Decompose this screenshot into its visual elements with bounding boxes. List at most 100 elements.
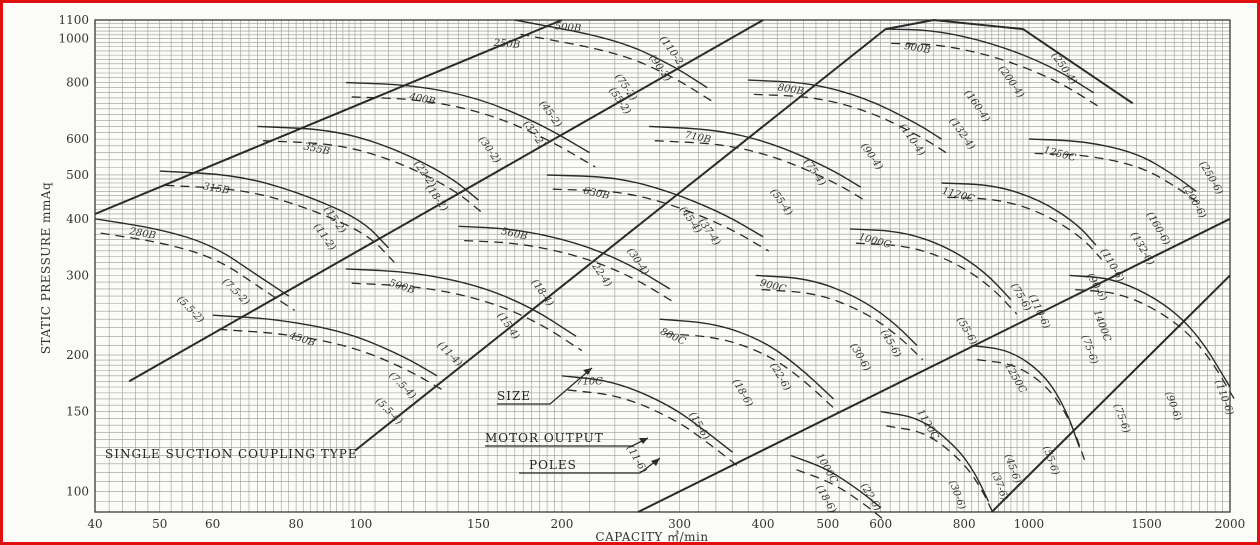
curve-label: (37-2) [521,119,547,150]
motor-curve [100,232,295,311]
motor-curve [665,332,840,414]
boundary-line [128,19,764,383]
motor-curve [165,184,395,263]
x-axis-label: CAPACITY ㎥/min [595,530,708,544]
motor-curve [654,140,867,202]
motor-curve [761,288,924,361]
y-tick-label: 1000 [58,32,89,46]
legend-motor-output-label: MOTOR OUTPUT [485,431,604,445]
curve-label: 1250C [1042,145,1077,164]
motor-curve [464,239,676,304]
motor-curve [351,96,596,168]
curve-label: 1400C [1091,308,1113,343]
curve-label: (132-4) [947,116,977,152]
motor-curve [567,389,739,468]
curve-label: 710C [576,377,603,388]
curve-label: 710B [684,130,712,146]
size-curve [971,344,1081,448]
motor-curve [753,93,948,154]
x-tick-label: 200 [550,517,573,531]
size-curve [790,454,882,509]
size-curve [648,125,862,188]
curve-label: (18-6) [730,377,755,409]
curve-label: (30-6) [848,342,873,374]
legend: SINGLE SUCTION COUPLING TYPE SIZE MOTOR … [105,367,661,474]
x-tick-label: 800 [953,517,976,531]
x-tick-label: 80 [288,517,303,531]
size-curve [345,81,590,154]
boundary-line [354,28,887,452]
plot-border [94,19,1231,513]
x-tick-label: 400 [752,517,775,531]
y-tick-label: 100 [66,484,89,498]
curve-label: (55-6) [954,315,979,347]
size-curve [850,228,1012,301]
x-tick-label: 150 [467,517,490,531]
curve-label: 1120C [941,186,976,205]
y-axis-label: STATIC PRESSURE mmAq [39,182,53,354]
motor-curve [263,140,485,215]
curve-label: (18-6) [813,483,838,515]
curves [94,18,1237,523]
y-tick-label: 400 [66,212,89,226]
size-curve [1069,274,1231,388]
size-curve [941,182,1097,246]
curve-label: (7.5-4) [386,370,417,401]
curve-label: (90-6) [1162,390,1183,422]
curve-label: 900B [903,41,931,56]
size-curve [159,170,390,249]
axes: 40 50 60 80 100 150 200 300 400 500 600 800 1000 1500… [58,13,1245,531]
curve-label: (75-6) [1111,402,1132,434]
curve-label: 630B [582,186,610,202]
size-curve [257,125,479,201]
y-tick-label: 600 [66,132,89,146]
motor-curve [1034,152,1203,207]
size-curve [514,19,708,89]
curve-label: 450B [287,330,316,349]
boundary-line [885,18,1134,105]
curve-label: 1250C [1002,361,1028,395]
legend-poles-label: POLES [529,458,577,472]
curve-label: 315B [202,181,230,196]
annotation-text: SINGLE SUCTION COUPLING TYPE [105,447,358,461]
boundary-line [991,274,1231,513]
curve-label: 800B [777,82,805,97]
size-curve [748,79,942,140]
curve-label: 355B [303,141,331,157]
y-tick-label: 800 [66,76,89,90]
size-curve [458,225,671,290]
curve-label: (37-4) [696,217,722,248]
curve-label: (160-4) [962,88,992,124]
curve-label: 1120C [914,408,940,442]
x-tick-label: 500 [816,517,839,531]
arrow-head-icon [651,458,660,466]
curve-label: 400B [407,91,436,107]
x-tick-label: 300 [668,517,691,531]
motor-curve [796,469,887,523]
curve-label: (200-6) [1180,183,1208,220]
motor-curve [520,33,714,103]
x-tick-label: 60 [205,517,220,531]
size-curve [880,410,990,502]
size-curve [547,174,764,238]
legend-size-label: SIZE [497,389,531,403]
motor-curve [552,188,770,252]
y-tick-label: 200 [66,348,89,362]
motor-curve [886,425,995,516]
motor-curve [351,282,583,352]
curve-label: 800C [658,326,687,347]
x-tick-label: 600 [869,517,892,531]
x-tick-label: 1000 [1014,517,1045,531]
motor-curve [977,359,1086,462]
curve-label: 500B [388,278,417,297]
boundary-line [94,19,563,215]
x-tick-label: 2000 [1215,517,1246,531]
curve-label: 500B [554,21,581,34]
size-curve [755,274,918,346]
motor-curve [947,196,1103,260]
arrow-head-icon [583,368,592,375]
motor-curve [891,42,1100,108]
curve-label: (110-6) [1212,379,1235,417]
size-curve [94,218,290,297]
